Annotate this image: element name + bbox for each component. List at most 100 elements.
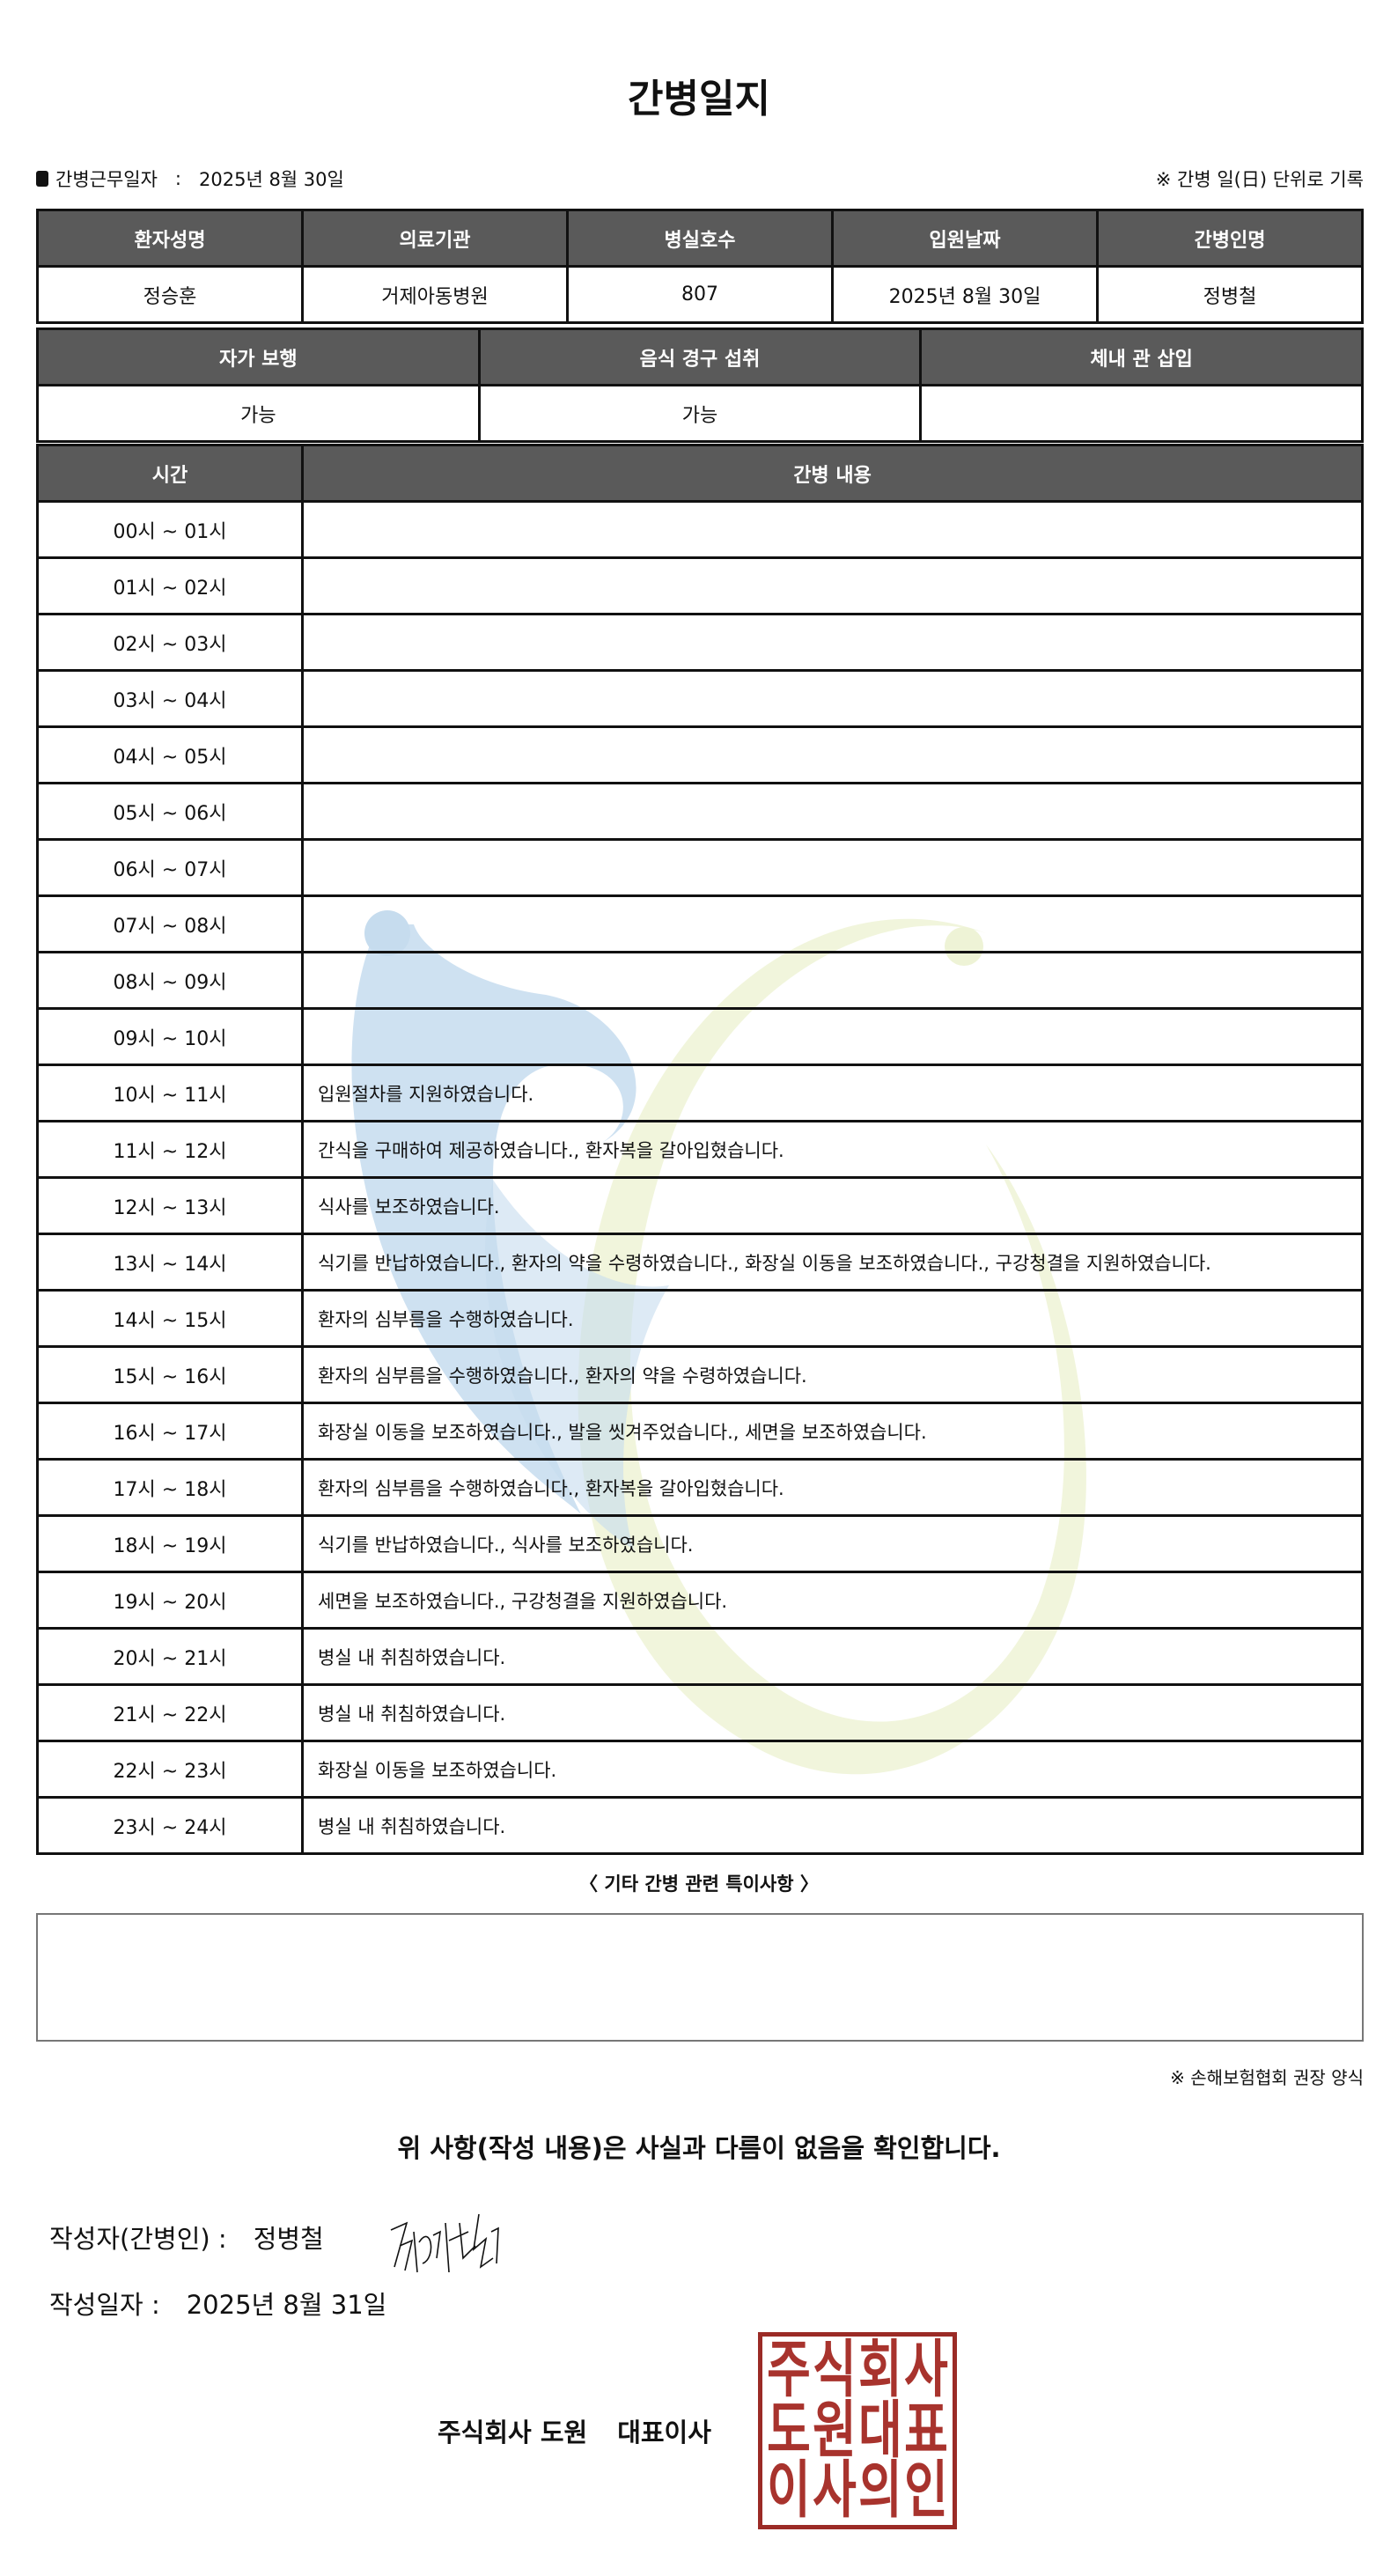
time-slot: 23시 ~ 24시	[36, 1796, 304, 1855]
table-row: 09시 ~ 10시	[36, 1007, 1364, 1066]
care-content: 식기를 반납하였습니다., 환자의 약을 수령하였습니다., 화장실 이동을 보…	[301, 1233, 1364, 1292]
time-slot: 05시 ~ 06시	[36, 782, 304, 841]
care-content	[301, 556, 1364, 615]
stamp-character: 주	[767, 2333, 811, 2406]
care-content: 입원절차를 지원하였습니다.	[301, 1064, 1364, 1122]
time-slot: 21시 ~ 22시	[36, 1683, 304, 1742]
care-content	[301, 1007, 1364, 1066]
company-title: 대표이사	[617, 2418, 711, 2447]
care-content: 식사를 보조하였습니다.	[301, 1176, 1364, 1235]
care-content: 환자의 심부름을 수행하였습니다., 환자복을 갈아입혔습니다.	[301, 1458, 1364, 1517]
self-walking: 가능	[36, 384, 481, 443]
stamp-character: 원	[813, 2394, 857, 2467]
stamp-character: 도	[767, 2394, 811, 2467]
table-row: 08시 ~ 09시	[36, 951, 1364, 1010]
header-hospital: 의료기관	[301, 209, 569, 268]
work-date-separator: :	[174, 168, 181, 189]
time-slot: 00시 ~ 01시	[36, 500, 304, 559]
written-date-line: 작성일자 : 2025년 8월 31일	[49, 2285, 386, 2322]
care-content	[301, 894, 1364, 953]
writer-line: 작성자(간병인) : 정병철	[49, 2219, 324, 2256]
table-row: 18시 ~ 19시 식기를 반납하였습니다., 식사를 보조하였습니다.	[36, 1514, 1364, 1573]
care-content: 식기를 반납하였습니다., 식사를 보조하였습니다.	[301, 1514, 1364, 1573]
time-slot: 07시 ~ 08시	[36, 894, 304, 953]
care-content	[301, 500, 1364, 559]
stamp-character: 회	[858, 2333, 902, 2406]
table-row: 05시 ~ 06시	[36, 782, 1364, 841]
stamp-character: 식	[813, 2333, 857, 2406]
table-row: 06시 ~ 07시	[36, 838, 1364, 897]
care-content: 간식을 구매하여 제공하였습니다., 환자복을 갈아입혔습니다.	[301, 1120, 1364, 1179]
caregiver-name: 정병철	[1096, 265, 1364, 324]
care-content	[301, 613, 1364, 672]
admission-date: 2025년 8월 30일	[831, 265, 1099, 324]
table-row: 07시 ~ 08시	[36, 894, 1364, 953]
stamp-character: 표	[904, 2394, 948, 2467]
time-slot: 02시 ~ 03시	[36, 613, 304, 672]
table-row: 01시 ~ 02시	[36, 556, 1364, 615]
time-slot: 17시 ~ 18시	[36, 1458, 304, 1517]
patient-name: 정승훈	[36, 265, 304, 324]
care-content: 화장실 이동을 보조하였습니다.	[301, 1740, 1364, 1799]
header-caregiver-name: 간병인명	[1096, 209, 1364, 268]
header-patient-name: 환자성명	[36, 209, 304, 268]
care-log-table: 시간 간병 내용 00시 ~ 01시 01시 ~ 02시 02시 ~ 03시 03시 …	[36, 444, 1364, 1855]
time-slot: 12시 ~ 13시	[36, 1176, 304, 1235]
stamp-character: 사	[813, 2455, 857, 2527]
header-admission-date: 입원날짜	[831, 209, 1099, 268]
table-row: 20시 ~ 21시 병실 내 취침하였습니다.	[36, 1627, 1364, 1686]
time-slot: 16시 ~ 17시	[36, 1402, 304, 1461]
company-signature: 주식회사 도원 대표이사	[438, 2412, 711, 2449]
oral-intake: 가능	[477, 384, 923, 443]
tube-insertion	[919, 384, 1364, 443]
time-slot: 22시 ~ 23시	[36, 1740, 304, 1799]
time-slot: 08시 ~ 09시	[36, 951, 304, 1010]
care-content	[301, 782, 1364, 841]
writer-name: 정병철	[253, 2224, 324, 2254]
care-content: 화장실 이동을 보조하였습니다., 발을 씻겨주었습니다., 세면을 보조하였습…	[301, 1402, 1364, 1461]
record-note: ※ 간병 일(日) 단위로 기록	[1155, 169, 1364, 190]
table-row: 11시 ~ 12시 간식을 구매하여 제공하였습니다., 환자복을 갈아입혔습니다…	[36, 1120, 1364, 1179]
care-content	[301, 838, 1364, 897]
header-oral-intake: 음식 경구 섭취	[477, 328, 923, 386]
care-content	[301, 725, 1364, 784]
stamp-character: 의	[858, 2455, 902, 2527]
time-slot: 03시 ~ 04시	[36, 669, 304, 728]
written-date: 2025년 8월 31일	[186, 2290, 387, 2320]
time-slot: 13시 ~ 14시	[36, 1233, 304, 1292]
notes-box	[36, 1913, 1364, 2042]
header-time: 시간	[36, 444, 304, 503]
time-slot: 18시 ~ 19시	[36, 1514, 304, 1573]
form-footnote: ※ 손해보험협회 권장 양식	[1170, 2067, 1364, 2088]
table-row: 04시 ~ 05시	[36, 725, 1364, 784]
time-slot: 15시 ~ 16시	[36, 1345, 304, 1404]
table-row: 16시 ~ 17시 화장실 이동을 보조하였습니다., 발을 씻겨주었습니다., …	[36, 1402, 1364, 1461]
table-row: 15시 ~ 16시 환자의 심부름을 수행하였습니다., 환자의 약을 수령하였습…	[36, 1345, 1364, 1404]
time-slot: 11시 ~ 12시	[36, 1120, 304, 1179]
company-name: 주식회사 도원	[438, 2418, 588, 2447]
page-title: 간병일지	[628, 77, 770, 121]
stamp-character: 인	[904, 2455, 948, 2527]
care-content: 병실 내 취침하였습니다.	[301, 1796, 1364, 1855]
table-row: 13시 ~ 14시 식기를 반납하였습니다., 환자의 약을 수령하였습니다., …	[36, 1233, 1364, 1292]
time-slot: 06시 ~ 07시	[36, 838, 304, 897]
table-row: 21시 ~ 22시 병실 내 취침하였습니다.	[36, 1683, 1364, 1742]
header-room: 병실호수	[566, 209, 834, 268]
table-row: 03시 ~ 04시	[36, 669, 1364, 728]
stamp-character: 대	[858, 2394, 902, 2467]
work-date: 간병근무일자 : 2025년 8월 30일	[36, 166, 344, 192]
room-number: 807	[566, 265, 834, 324]
table-row: 00시 ~ 01시	[36, 500, 1364, 559]
time-slot: 10시 ~ 11시	[36, 1064, 304, 1122]
table-row: 10시 ~ 11시 입원절차를 지원하였습니다.	[36, 1064, 1364, 1122]
work-date-value: 2025년 8월 30일	[199, 169, 344, 190]
stamp-character: 사	[904, 2333, 948, 2406]
header-self-walking: 자가 보행	[36, 328, 481, 386]
care-content: 병실 내 취침하였습니다.	[301, 1627, 1364, 1686]
care-content	[301, 951, 1364, 1010]
patient-status-table: 자가 보행 음식 경구 섭취 체내 관 삽입 가능 가능	[36, 328, 1364, 443]
care-content: 환자의 심부름을 수행하였습니다., 환자의 약을 수령하였습니다.	[301, 1345, 1364, 1404]
table-row: 17시 ~ 18시 환자의 심부름을 수행하였습니다., 환자복을 갈아입혔습니다…	[36, 1458, 1364, 1517]
notes-label: 〈 기타 간병 관련 특이사항 〉	[579, 1873, 819, 1895]
